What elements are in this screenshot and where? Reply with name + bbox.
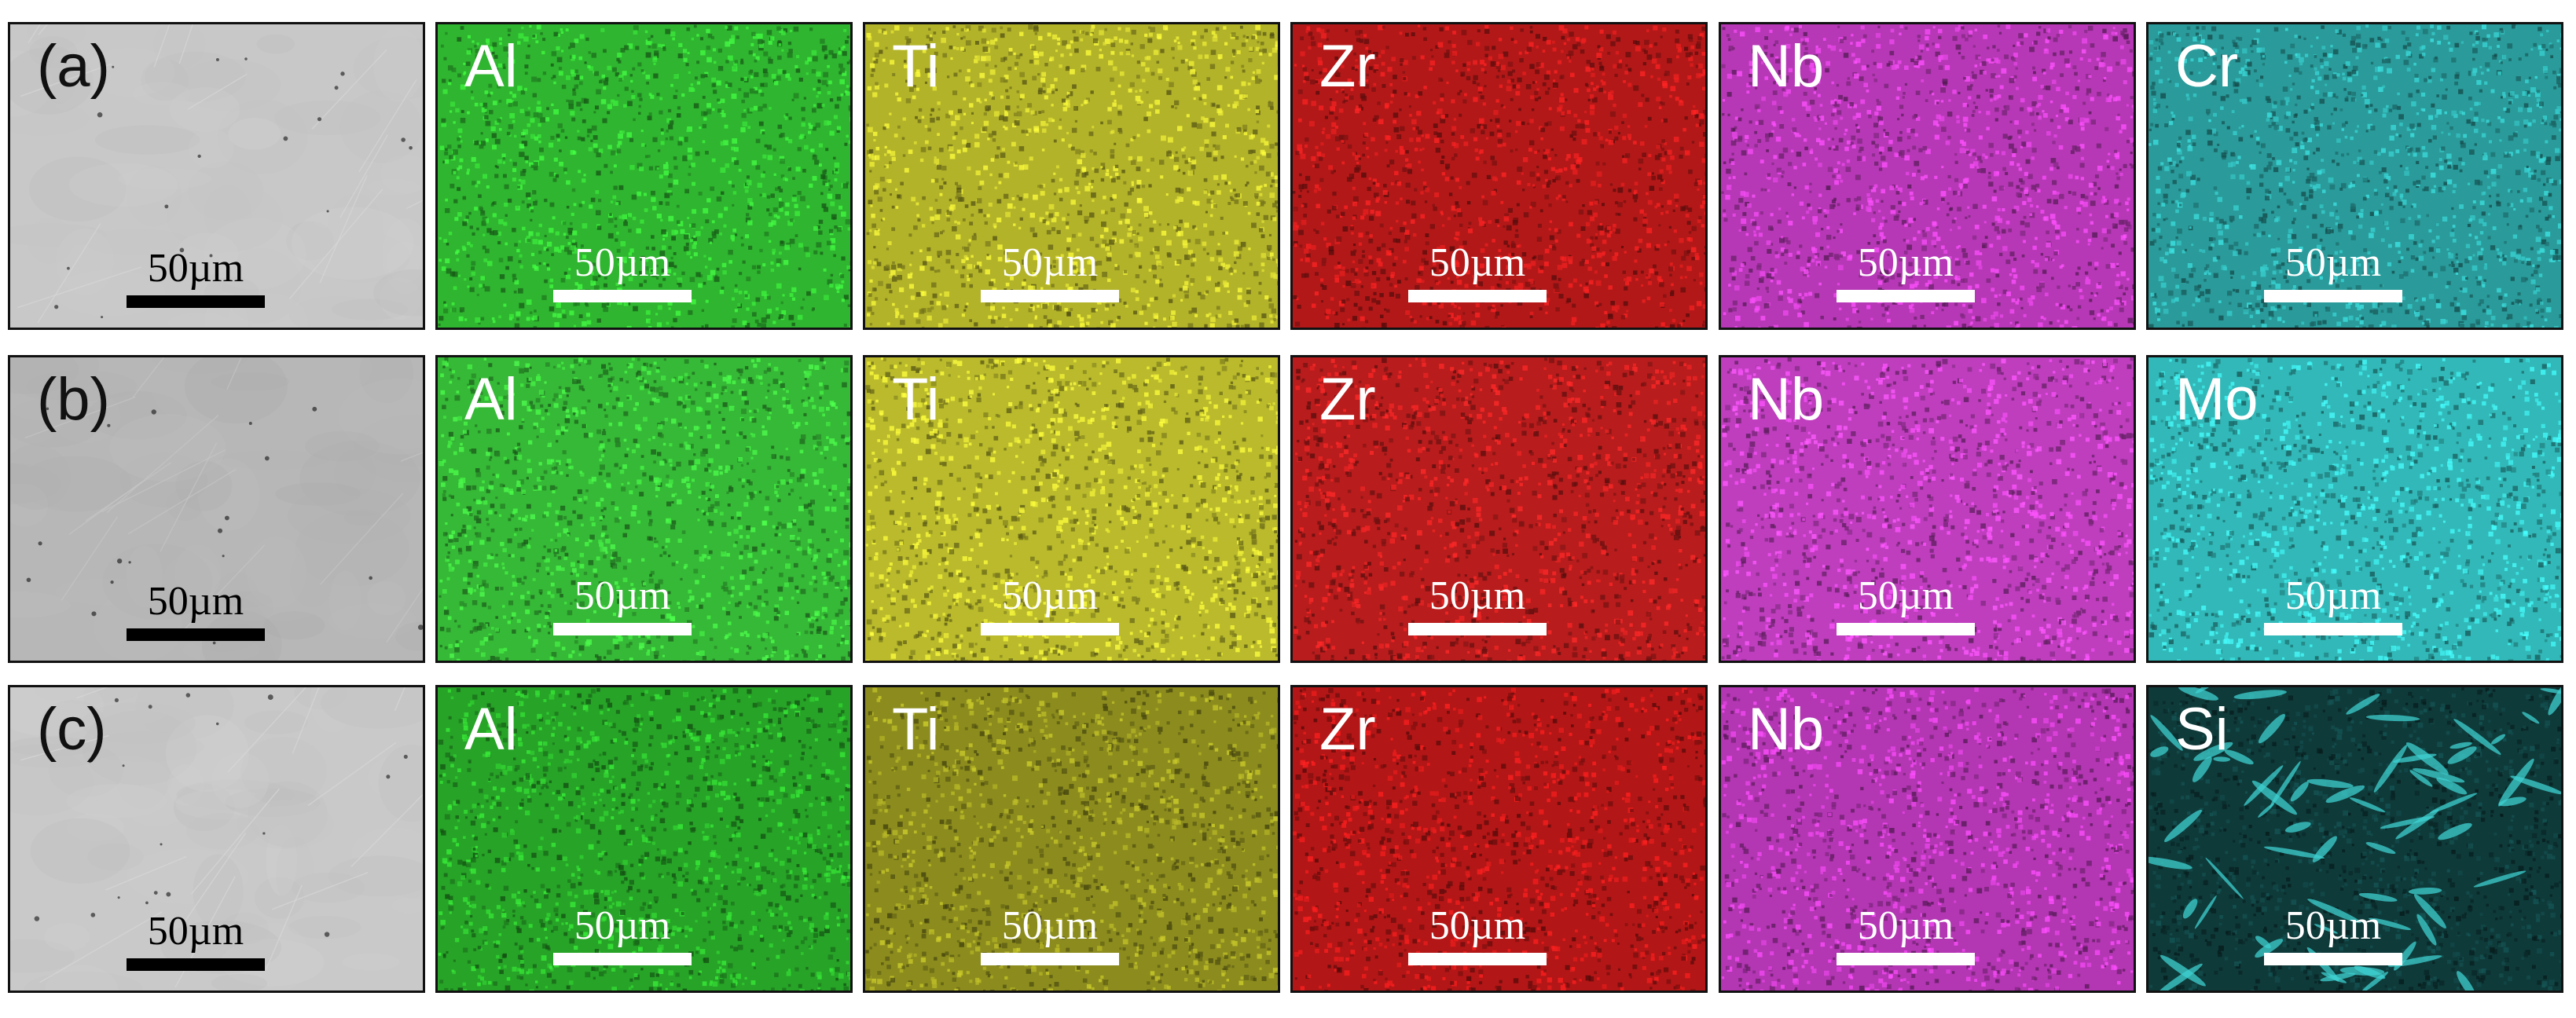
scale-bar: [1408, 290, 1547, 302]
scale-bar-label: 50µm: [2264, 906, 2402, 947]
scale-bar: [981, 953, 1119, 965]
element-label: Nb: [1748, 370, 1824, 430]
element-label: Nb: [1748, 700, 1824, 760]
element-label: Al: [464, 37, 518, 97]
element-label: Ti: [892, 700, 940, 760]
scale-bar-label: 50µm: [2264, 243, 2402, 284]
element-label: Al: [464, 370, 518, 430]
element-map-nb: Nb 50µm: [1719, 22, 2136, 330]
scale-bar-label: 50µm: [1837, 906, 1975, 947]
element-label: Al: [464, 700, 518, 760]
row-label: (b): [37, 370, 110, 430]
scale-bar-label: 50µm: [553, 243, 692, 284]
element-map-nb: Nb 50µm: [1719, 685, 2136, 993]
scale-bar: [127, 628, 265, 641]
scale-bar: [2264, 953, 2402, 965]
map-texture: [438, 687, 850, 991]
map-texture: [865, 24, 1278, 328]
element-map-zr: Zr 50µm: [1290, 355, 1708, 663]
scale-bar-label: 50µm: [127, 911, 265, 952]
scale-bar: [1837, 290, 1975, 302]
element-label: Mo: [2175, 370, 2259, 430]
element-map-zr: Zr 50µm: [1290, 22, 1708, 330]
map-texture: [438, 24, 850, 328]
scale-bar-label: 50µm: [981, 576, 1119, 617]
map-texture: [865, 357, 1278, 661]
element-map-al: Al 50µm: [435, 355, 853, 663]
element-map-ti: Ti 50µm: [863, 22, 1280, 330]
element-label: Zr: [1319, 370, 1376, 430]
element-map-cr: Cr 50µm: [2146, 22, 2563, 330]
scale-bar: [127, 295, 265, 308]
scale-bar-label: 50µm: [553, 576, 692, 617]
element-map-ti: Ti 50µm: [863, 355, 1280, 663]
sem-image-panel: (b) 50µm: [8, 355, 425, 663]
scale-bar-label: 50µm: [1408, 906, 1547, 947]
element-label: Cr: [2175, 37, 2238, 97]
map-texture: [1293, 357, 1705, 661]
map-texture: [10, 687, 423, 991]
scale-bar: [981, 623, 1119, 635]
element-map-zr: Zr 50µm: [1290, 685, 1708, 993]
scale-bar: [1837, 623, 1975, 635]
element-label: Ti: [892, 37, 940, 97]
element-map-si: Si 50µm: [2146, 685, 2563, 993]
sem-image-panel: (a) 50µm: [8, 22, 425, 330]
scale-bar: [553, 623, 692, 635]
scale-bar-label: 50µm: [981, 243, 1119, 284]
scale-bar-label: 50µm: [1408, 243, 1547, 284]
scale-bar-label: 50µm: [1837, 576, 1975, 617]
scale-bar: [1408, 623, 1547, 635]
element-map-al: Al 50µm: [435, 685, 853, 993]
scale-bar: [553, 953, 692, 965]
element-label: Si: [2175, 700, 2229, 760]
map-texture: [10, 357, 423, 661]
scale-bar: [981, 290, 1119, 302]
row-label: (c): [37, 700, 107, 760]
element-label: Ti: [892, 370, 940, 430]
scale-bar: [2264, 623, 2402, 635]
map-texture: [2149, 24, 2561, 328]
sem-image-panel: (c) 50µm: [8, 685, 425, 993]
scale-bar-label: 50µm: [2264, 576, 2402, 617]
element-map-mo: Mo 50µm: [2146, 355, 2563, 663]
scale-bar-label: 50µm: [981, 906, 1119, 947]
element-label: Nb: [1748, 37, 1824, 97]
scale-bar-label: 50µm: [127, 581, 265, 622]
map-texture: [1721, 24, 2134, 328]
map-texture: [1721, 357, 2134, 661]
scale-bar-label: 50µm: [1408, 576, 1547, 617]
element-map-ti: Ti 50µm: [863, 685, 1280, 993]
scale-bar-label: 50µm: [553, 906, 692, 947]
map-texture: [1721, 687, 2134, 991]
element-label: Zr: [1319, 700, 1376, 760]
map-texture: [2149, 357, 2561, 661]
scale-bar: [127, 958, 265, 971]
map-texture: [10, 24, 423, 328]
map-texture: [865, 687, 1278, 991]
scale-bar: [2264, 290, 2402, 302]
element-map-al: Al 50µm: [435, 22, 853, 330]
scale-bar-label: 50µm: [1837, 243, 1975, 284]
map-texture: [1293, 687, 1705, 991]
element-map-nb: Nb 50µm: [1719, 355, 2136, 663]
scale-bar: [1837, 953, 1975, 965]
map-texture: [438, 357, 850, 661]
scale-bar: [553, 290, 692, 302]
scale-bar-label: 50µm: [127, 248, 265, 289]
element-label: Zr: [1319, 37, 1376, 97]
scale-bar: [1408, 953, 1547, 965]
row-label: (a): [37, 37, 110, 97]
